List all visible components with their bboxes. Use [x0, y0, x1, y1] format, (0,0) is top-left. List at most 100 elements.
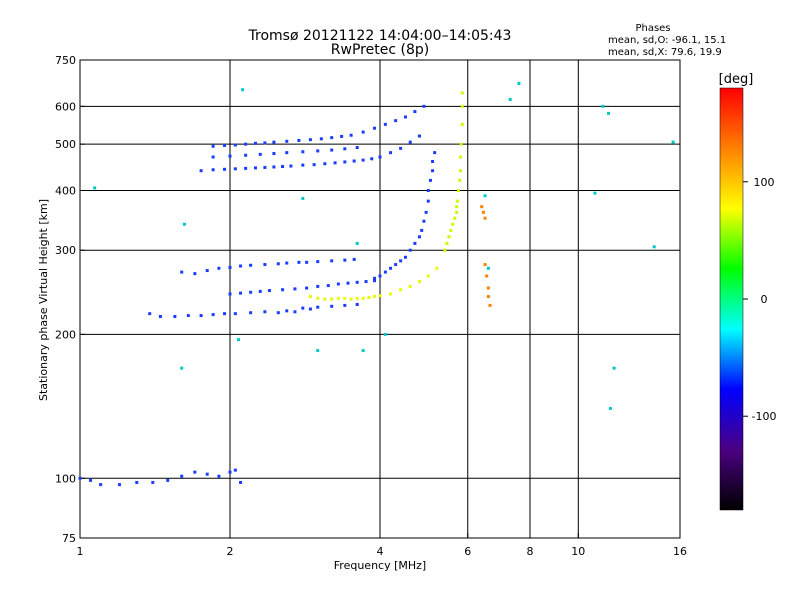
data-point [652, 245, 656, 249]
data-point [343, 258, 347, 262]
data-point [417, 235, 421, 239]
data-point [340, 134, 344, 138]
data-point [330, 297, 334, 301]
data-point [186, 314, 190, 318]
data-point [263, 165, 267, 169]
data-point [158, 314, 162, 318]
data-point [333, 161, 337, 165]
data-point [481, 210, 485, 214]
data-point [394, 263, 398, 267]
data-point [323, 162, 327, 166]
data-point [117, 483, 121, 487]
data-point [285, 261, 289, 265]
data-point [263, 141, 267, 145]
data-point [394, 119, 398, 123]
data-point [312, 163, 316, 167]
data-point [459, 142, 463, 146]
data-point [316, 149, 320, 153]
data-point [258, 289, 262, 293]
data-point [336, 282, 340, 286]
data-point [211, 168, 215, 172]
data-point [330, 148, 334, 152]
y-axis: 75 100 200 300 400 500 600 750 [55, 54, 85, 545]
data-point [301, 150, 305, 154]
data-point [431, 159, 435, 163]
data-point [199, 314, 203, 318]
data-point [449, 228, 453, 232]
data-point [233, 143, 237, 147]
data-point [373, 295, 377, 299]
colorbar-tick-label: 0 [761, 293, 768, 306]
data-point [383, 122, 387, 126]
colorbar-tick-label: 100 [754, 176, 775, 189]
y-tick-label: 100 [55, 472, 76, 485]
data-point [239, 291, 243, 295]
data-point [458, 155, 462, 159]
data-point [480, 205, 484, 209]
data-point [293, 287, 297, 291]
data-point [285, 151, 289, 155]
data-point [413, 110, 417, 114]
y-tick-label: 300 [55, 244, 76, 257]
data-point [253, 166, 257, 170]
data-point [399, 146, 403, 150]
data-point [249, 290, 253, 294]
data-point [422, 104, 426, 108]
data-point [272, 165, 276, 169]
data-point [403, 255, 407, 259]
data-points [78, 81, 675, 487]
data-point [420, 228, 424, 232]
x-axis: 1 2 4 6 8 10 16 [77, 533, 687, 558]
data-point [166, 478, 170, 482]
data-point [612, 366, 616, 370]
data-point [361, 296, 365, 300]
data-point [89, 478, 93, 482]
x-tick-label: 16 [673, 545, 687, 558]
data-point [330, 259, 334, 263]
data-point [417, 134, 421, 138]
data-point [408, 140, 412, 144]
data-point [285, 139, 289, 143]
data-point [236, 338, 240, 342]
data-point [460, 122, 464, 126]
data-point [435, 266, 439, 270]
data-point [373, 279, 377, 283]
data-point [180, 366, 184, 370]
data-point [424, 210, 428, 214]
data-point [276, 262, 280, 266]
data-point [483, 263, 487, 267]
data-point [426, 199, 430, 203]
data-point [330, 304, 334, 308]
data-point [316, 284, 320, 288]
data-point [205, 269, 209, 273]
data-point [355, 302, 359, 306]
data-point [447, 235, 451, 239]
data-point [483, 216, 487, 220]
data-point [263, 310, 267, 314]
data-point [330, 136, 334, 140]
data-point [455, 210, 459, 214]
data-point [301, 163, 305, 167]
data-point [272, 152, 276, 156]
data-point [457, 188, 461, 192]
data-point [460, 104, 464, 108]
data-point [383, 332, 387, 336]
data-point [378, 155, 382, 159]
data-point [422, 219, 426, 223]
data-point [316, 296, 320, 300]
x-axis-label: Frequency [MHz] [334, 559, 426, 572]
colorbar-ticks: 100 0 -100 [743, 176, 776, 423]
data-point [355, 241, 359, 245]
colorbar [719, 87, 744, 511]
y-tick-label: 600 [55, 100, 76, 113]
data-point [355, 280, 359, 284]
data-point [483, 194, 487, 198]
data-point [343, 160, 347, 164]
data-point [355, 146, 359, 150]
data-point [373, 276, 377, 280]
x-tick-label: 4 [377, 545, 384, 558]
data-point [428, 178, 432, 182]
y-tick-label: 750 [55, 54, 76, 67]
grid-lines [80, 60, 680, 538]
